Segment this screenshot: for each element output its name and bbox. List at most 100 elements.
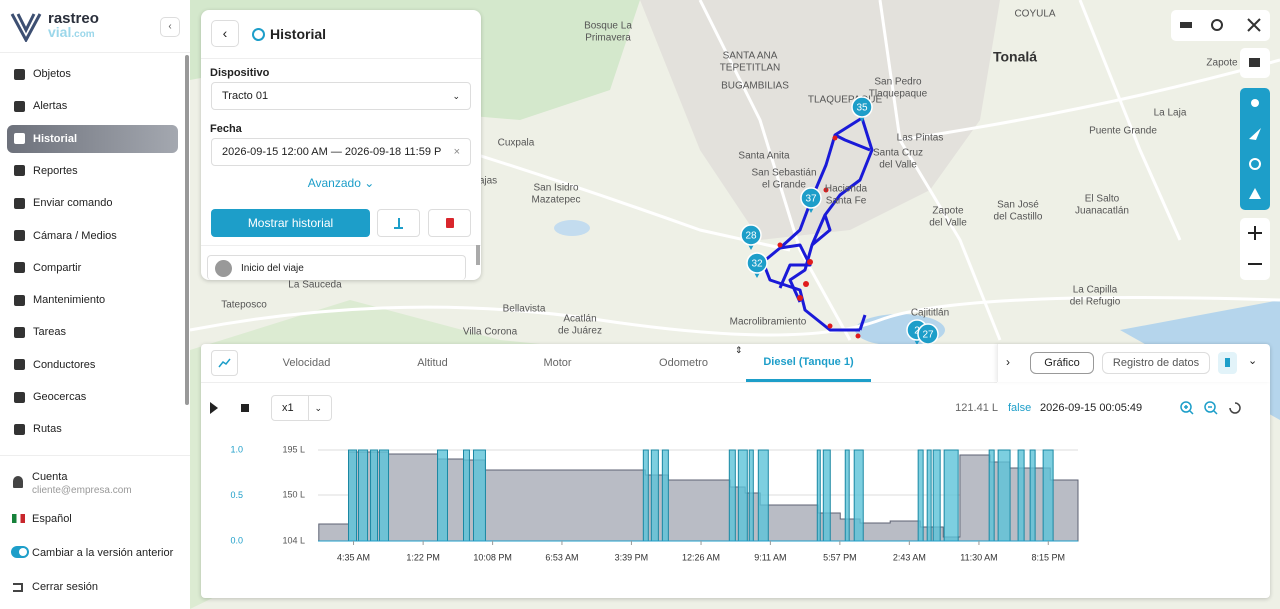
view-button[interactable]: Registro de datos (1102, 352, 1210, 374)
reset-zoom[interactable] (1229, 402, 1241, 414)
delete-button[interactable] (428, 209, 471, 237)
tab[interactable]: Altitud (417, 357, 448, 369)
menu-item[interactable]: Cámara / Medios (7, 222, 178, 250)
map-label: San Sebastián (751, 168, 816, 179)
map-label: Villa Corona (463, 327, 518, 338)
control-bar[interactable] (1171, 10, 1270, 41)
map-label: el Grande (762, 180, 806, 191)
menu-item[interactable]: Enviar comando (7, 189, 178, 217)
collapse-icon[interactable]: ⌄ (1248, 355, 1258, 367)
map-controls (1171, 10, 1270, 280)
ignition-bar (822, 449, 831, 542)
map-marker[interactable] (800, 187, 822, 209)
tab[interactable]: Odometro (659, 357, 708, 369)
ignition-bar (378, 449, 390, 542)
advanced-toggle[interactable]: Avanzado ⌄ (307, 176, 375, 190)
language[interactable]: Español (32, 513, 72, 525)
back-button[interactable]: ‹ (211, 20, 239, 47)
icon (14, 100, 25, 112)
tools-bar[interactable] (1240, 88, 1270, 210)
map-label: La Sauceda (288, 280, 342, 291)
menu-item[interactable]: Tareas (7, 318, 178, 346)
zoom-in[interactable] (1180, 401, 1194, 415)
menu-item[interactable]: Compartir (7, 254, 178, 282)
scrollbar (476, 245, 480, 265)
ignition-bar (1029, 449, 1036, 542)
divider (201, 245, 481, 246)
logout[interactable]: Cerrar sesión (32, 581, 99, 593)
map-marker[interactable] (740, 224, 762, 246)
ignition-bar (348, 449, 358, 542)
toggle-label[interactable]: Cambiar a la versión anterior (32, 547, 174, 559)
y2-tick-label: 0.0 (230, 535, 243, 545)
menu-item[interactable]: Mantenimiento (7, 286, 178, 314)
zoom-out[interactable] (1204, 401, 1218, 415)
menu-label: Cámara / Medios (33, 229, 117, 242)
download-button[interactable] (377, 209, 420, 237)
toggle-switch[interactable] (11, 546, 29, 558)
menu-item[interactable]: Conductores (7, 351, 178, 379)
menu-item[interactable]: Historial (7, 124, 178, 153)
logo-text: .com (71, 29, 95, 40)
divider (0, 455, 190, 456)
x-tick-label: 3:39 PM (615, 552, 649, 562)
collapse-button[interactable]: ‹ (160, 17, 180, 37)
marker-label: 2 (914, 326, 920, 337)
icon (14, 165, 25, 177)
trip-label: Inicio del viaje (241, 262, 304, 274)
play-button[interactable] (210, 402, 218, 414)
y2-tick-label: 1.0 (230, 444, 243, 454)
map-label: El Salto (1085, 194, 1120, 205)
logo-text: vial (48, 24, 72, 40)
ignition-bar (917, 449, 924, 542)
icon (14, 133, 25, 145)
map-label: Santa Anita (738, 151, 790, 162)
panel-title: Historial (270, 26, 327, 42)
ignition-bar (357, 449, 369, 542)
zoom-tools (1180, 401, 1241, 415)
map-marker[interactable] (851, 96, 873, 118)
field-label: Dispositivo (210, 67, 270, 79)
speed-select[interactable]: x1 ⌄ (271, 395, 332, 421)
chart-icon-button[interactable] (211, 350, 238, 376)
ignition-bar (748, 449, 754, 542)
pin-button[interactable] (1218, 352, 1237, 374)
date-input[interactable]: 2026-09-15 12:00 AM — 2026-09-18 11:59 P… (211, 138, 471, 166)
x-tick-label: 5:57 PM (823, 552, 857, 562)
tab[interactable]: Diesel (Tanque 1) (746, 344, 871, 382)
flag (12, 514, 25, 523)
menu-label: Geocercas (33, 391, 87, 403)
ignition-bar (816, 449, 821, 542)
show-history-button[interactable]: Mostrar historial (211, 209, 370, 237)
ignition-bar (1042, 449, 1054, 542)
map-label: Tonalá (993, 49, 1037, 65)
view-button[interactable]: Gráfico (1030, 352, 1094, 374)
view-switch: › Gráfico Registro de datos ⌄ (997, 344, 1271, 382)
tab[interactable]: Motor (543, 357, 572, 369)
map-label: Las Pintas (897, 133, 944, 144)
roads (189, 0, 1280, 341)
resize-handle[interactable]: ⇕ (735, 345, 743, 355)
sidebar: rastreo vial.com ‹ Objetos Alertas Histori… (0, 0, 190, 609)
menu-item[interactable]: Alertas (7, 92, 178, 120)
menu-item[interactable]: Geocercas (7, 383, 178, 411)
menu-item[interactable]: Reportes (7, 157, 178, 185)
map-label: San José (997, 200, 1039, 211)
stop-button[interactable] (241, 404, 249, 412)
map-label: Zapote (1206, 58, 1238, 69)
map-marker[interactable] (746, 252, 768, 274)
y-tick-label: 195 L (282, 444, 305, 454)
zoom-control[interactable] (1240, 218, 1270, 280)
tab[interactable]: Velocidad (282, 357, 331, 369)
ignition-readout: false (1008, 402, 1032, 414)
menu-item[interactable]: Objetos (7, 60, 178, 88)
trip-item[interactable]: Inicio del viaje (207, 255, 466, 280)
clear-icon[interactable]: × (453, 146, 460, 158)
fuel-readout: 121.41 L (955, 402, 998, 414)
device-select[interactable]: Tracto 01 ⌄ (211, 82, 471, 110)
y2-tick-label: 0.5 (230, 490, 243, 500)
menu-item[interactable]: Rutas (7, 415, 178, 443)
divider (201, 382, 997, 383)
expand-icon[interactable]: › (1006, 355, 1010, 369)
x-tick-label: 11:30 AM (960, 552, 997, 562)
